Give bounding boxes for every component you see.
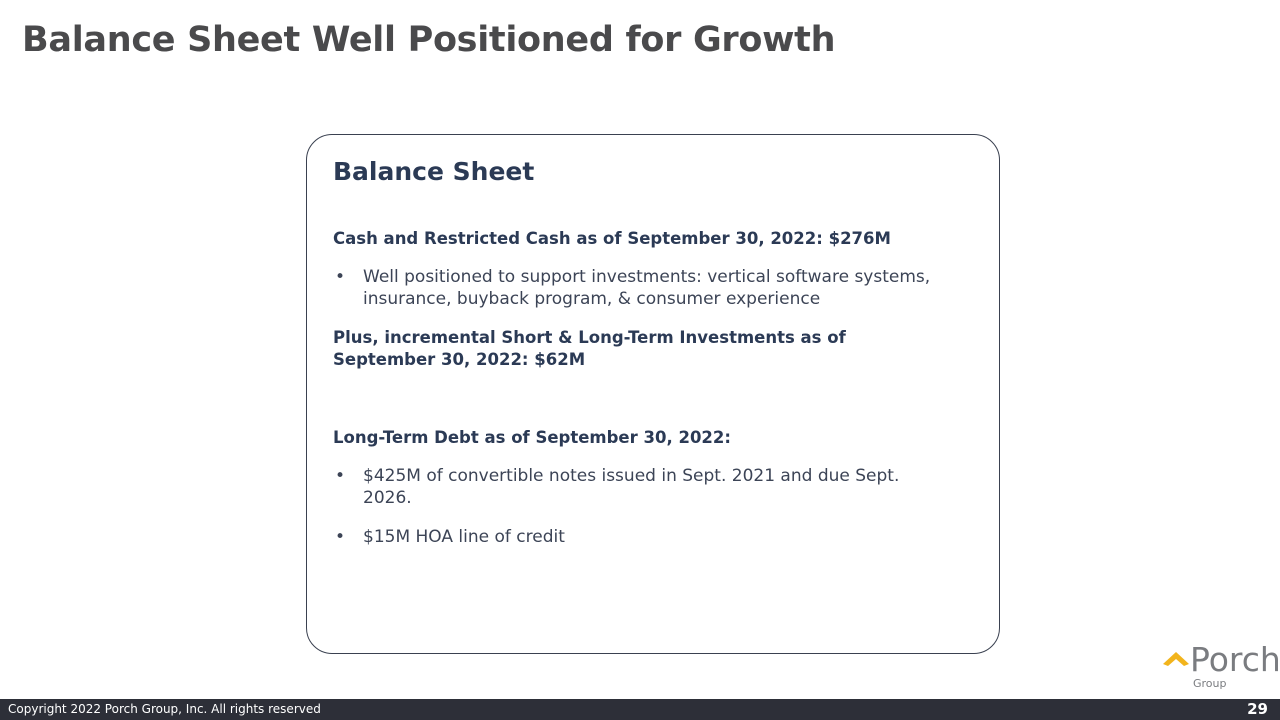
debt-bullet: • $425M of convertible notes issued in S… bbox=[333, 465, 953, 509]
footer-bar: Copyright 2022 Porch Group, Inc. All rig… bbox=[0, 699, 1280, 720]
card-heading: Balance Sheet bbox=[333, 157, 535, 186]
debt-heading: Long-Term Debt as of September 30, 2022: bbox=[333, 428, 731, 447]
cash-heading: Cash and Restricted Cash as of September… bbox=[333, 229, 891, 248]
balance-sheet-card: Balance Sheet Cash and Restricted Cash a… bbox=[306, 134, 1000, 654]
page-number: 29 bbox=[1247, 700, 1268, 718]
bullet-icon: • bbox=[335, 527, 346, 547]
porch-group-logo: Porch Group bbox=[1163, 640, 1280, 693]
logo-name: Porch bbox=[1190, 640, 1280, 679]
bullet-text: $15M HOA line of credit bbox=[363, 527, 565, 547]
roof-icon bbox=[1163, 652, 1189, 666]
investments-heading: Plus, incremental Short & Long-Term Inve… bbox=[333, 328, 846, 369]
copyright-text: Copyright 2022 Porch Group, Inc. All rig… bbox=[8, 702, 321, 716]
bullet-icon: • bbox=[335, 466, 346, 486]
debt-bullet: • $15M HOA line of credit bbox=[333, 526, 963, 548]
cash-bullet: • Well positioned to support investments… bbox=[333, 266, 963, 310]
bullet-text: Well positioned to support investments: … bbox=[363, 267, 931, 309]
bullet-text: $425M of convertible notes issued in Sep… bbox=[363, 466, 900, 508]
bullet-icon: • bbox=[335, 267, 346, 287]
slide-title: Balance Sheet Well Positioned for Growth bbox=[22, 20, 836, 60]
logo-sub: Group bbox=[1193, 677, 1227, 690]
